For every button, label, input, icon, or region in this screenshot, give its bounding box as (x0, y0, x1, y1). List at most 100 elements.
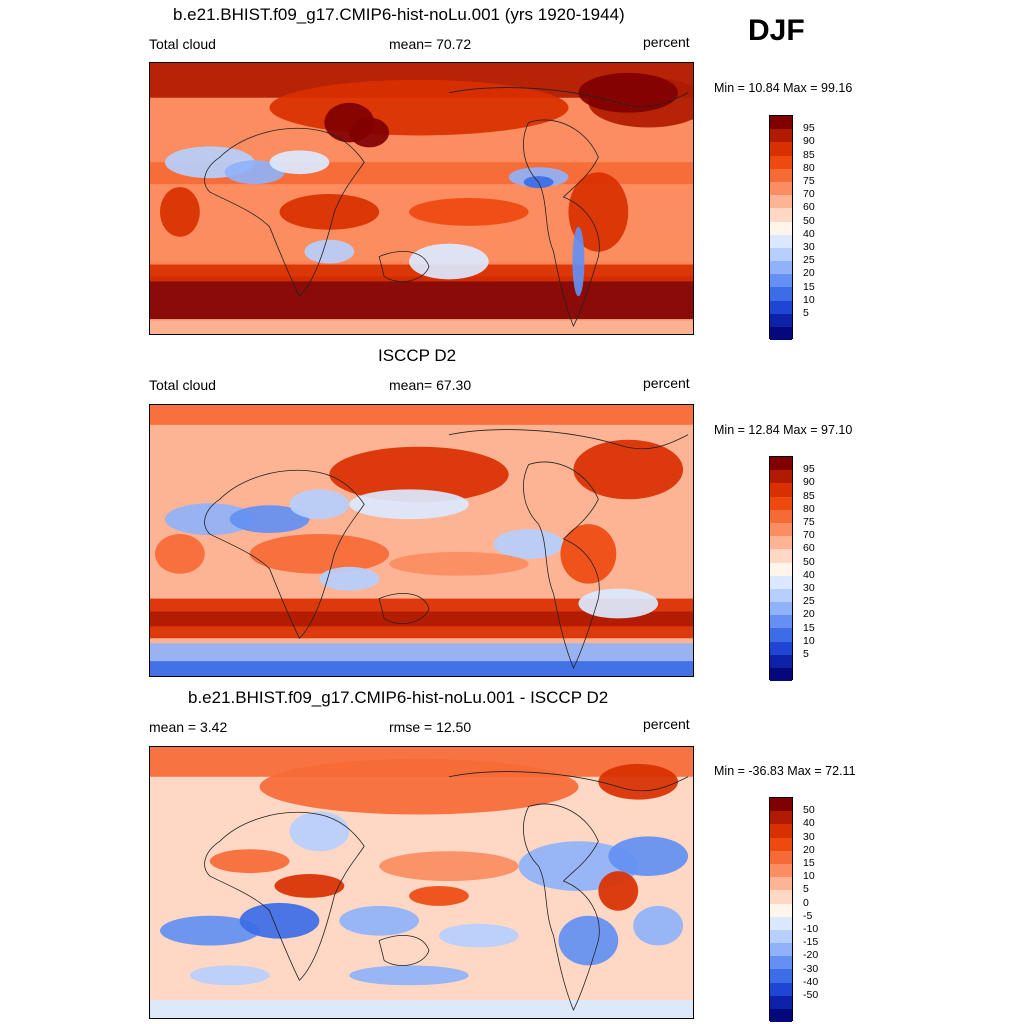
colorbar-tick-label: 20 (803, 843, 815, 856)
panel-3-map (149, 746, 694, 1019)
colorbar-swatch (770, 811, 792, 825)
panel-2-units: percent (643, 375, 690, 391)
colorbar-tick-label: 30 (803, 830, 815, 843)
colorbar-tick-label: 10 (803, 870, 815, 883)
colorbar-swatch (770, 195, 792, 209)
colorbar-tick-label: 85 (803, 489, 815, 502)
panel-3-minmax: Min = -36.83 Max = 72.11 (714, 764, 856, 778)
colorbar-swatch (770, 509, 792, 523)
panel-2-map (149, 404, 694, 677)
colorbar-swatch (770, 969, 792, 983)
colorbar-swatch (770, 798, 792, 812)
colorbar-swatch (770, 142, 792, 156)
panel-2-variable: Total cloud (149, 377, 216, 393)
colorbar-tick-label: 5 (803, 883, 809, 896)
colorbar-swatch (770, 496, 792, 510)
colorbar-swatch (770, 234, 792, 248)
panel-1-units: percent (643, 34, 690, 50)
colorbar-swatch (770, 1009, 792, 1023)
colorbar-swatch (770, 929, 792, 944)
panel-3-mean: mean = 3.42 (149, 719, 228, 735)
panel-2-mean: mean= 67.30 (389, 377, 472, 393)
colorbar-tick-label: -20 (803, 949, 819, 962)
colorbar-swatch (770, 588, 792, 603)
colorbar-tick-label: 95 (803, 122, 815, 135)
colorbar-tick-label: 95 (803, 463, 815, 476)
panel-2-colorbar (769, 456, 793, 682)
colorbar-swatch (770, 562, 792, 576)
colorbar-swatch (770, 168, 792, 182)
colorbar-swatch (770, 916, 792, 930)
colorbar-tick-label: 60 (803, 201, 815, 214)
colorbar-tick-label: 50 (803, 555, 815, 568)
panel-2-minmax: Min = 12.84 Max = 97.10 (714, 423, 853, 437)
panel-1-title: b.e21.BHIST.f09_g17.CMIP6-hist-noLu.001 … (173, 5, 625, 24)
colorbar-tick-label: 25 (803, 254, 815, 267)
colorbar-tick-label: 20 (803, 608, 815, 621)
colorbar-swatch (770, 982, 792, 996)
panel-3-colorbar (769, 797, 793, 1023)
colorbar-tick-label: 90 (803, 476, 815, 489)
colorbar-swatch (770, 300, 792, 314)
colorbar-tick-label: 75 (803, 516, 815, 528)
colorbar-swatch (770, 850, 792, 864)
colorbar-tick-label: -50 (803, 989, 819, 1001)
colorbar-swatch (770, 470, 792, 484)
colorbar-swatch (770, 668, 792, 682)
colorbar-tick-label: 10 (803, 293, 815, 306)
panel-1-mean: mean= 70.72 (389, 36, 472, 52)
colorbar-tick-label: 0 (803, 896, 809, 909)
colorbar-swatch (770, 313, 792, 327)
panel-1-colorbar (769, 115, 793, 341)
colorbar-tick-label: 20 (803, 267, 815, 280)
colorbar-swatch (770, 549, 792, 563)
colorbar-tick-label: 60 (803, 542, 815, 555)
colorbar-swatch (770, 287, 792, 301)
colorbar-swatch (770, 247, 792, 262)
colorbar-tick-label: 15 (803, 621, 815, 634)
colorbar-swatch (770, 327, 792, 341)
colorbar-tick-label: 40 (803, 227, 815, 240)
colorbar-tick-label: 90 (803, 135, 815, 148)
colorbar-tick-label: 10 (803, 634, 815, 647)
panel-2-title: ISCCP D2 (378, 346, 457, 365)
colorbar-swatch (770, 129, 792, 143)
colorbar-tick-label: 80 (803, 502, 815, 515)
colorbar-tick-label: 50 (803, 214, 815, 227)
colorbar-tick-label: -5 (803, 909, 813, 922)
colorbar-swatch (770, 837, 792, 851)
colorbar-swatch (770, 221, 792, 235)
colorbar-swatch (770, 155, 792, 169)
colorbar-swatch (770, 628, 792, 642)
colorbar-swatch (770, 261, 792, 275)
colorbar-tick-label: 40 (803, 817, 815, 830)
panel-1-map (149, 62, 694, 335)
colorbar-tick-label: -10 (803, 923, 819, 935)
colorbar-swatch (770, 208, 792, 222)
panel-1-variable: Total cloud (149, 36, 216, 52)
colorbar-swatch (770, 824, 792, 838)
colorbar-tick-label: 85 (803, 148, 815, 161)
colorbar-tick-label: 30 (803, 241, 815, 253)
colorbar-swatch (770, 877, 792, 891)
colorbar-swatch (770, 522, 792, 537)
colorbar-tick-label: 15 (803, 857, 815, 869)
colorbar-tick-label: 30 (803, 582, 815, 594)
colorbar-swatch (770, 615, 792, 629)
colorbar-tick-label: -30 (803, 962, 819, 975)
colorbar-swatch (770, 890, 792, 904)
colorbar-swatch (770, 536, 792, 550)
colorbar-swatch (770, 181, 792, 196)
colorbar-tick-label: 75 (803, 175, 815, 187)
colorbar-swatch (770, 943, 792, 957)
colorbar-swatch (770, 956, 792, 970)
colorbar-tick-label: -15 (803, 936, 819, 949)
colorbar-tick-label: 50 (803, 804, 815, 817)
colorbar-tick-label: 70 (803, 188, 815, 201)
colorbar-swatch (770, 483, 792, 497)
colorbar-swatch (770, 863, 792, 878)
colorbar-swatch (770, 654, 792, 668)
colorbar-swatch (770, 641, 792, 655)
panel-3-rmse: rmse = 12.50 (389, 719, 472, 735)
colorbar-swatch (770, 457, 792, 471)
